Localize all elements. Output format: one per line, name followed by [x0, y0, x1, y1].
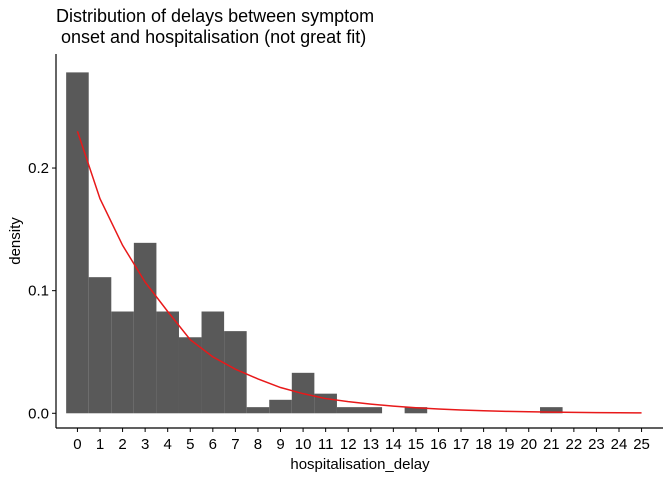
chart-title-line-2: onset and hospitalisation (not great fit… — [56, 27, 366, 47]
x-tick-label: 2 — [118, 436, 126, 453]
x-tick-label: 24 — [611, 436, 628, 453]
histogram-bar — [359, 407, 383, 414]
x-tick-label: 16 — [430, 436, 447, 453]
x-tick-label: 12 — [340, 436, 357, 453]
x-axis-ticks: 0 1 2 3 4 5 6 7 8 9 10 11 12 13 14 15 16 17 18 19 20 21 22 23 24… — [73, 428, 650, 453]
histogram-bar — [178, 337, 202, 414]
x-tick-label: 15 — [408, 436, 425, 453]
histogram-bar — [269, 399, 292, 414]
x-tick-label: 1 — [96, 436, 104, 453]
histogram-bar — [336, 407, 360, 414]
histogram-bar — [540, 407, 563, 414]
chart-title-line-1: Distribution of delays between symptom — [56, 6, 374, 26]
x-tick-label: 11 — [318, 436, 334, 453]
y-tick-label: 0.2 — [28, 160, 49, 177]
histogram-bar — [314, 393, 337, 414]
x-tick-label: 4 — [164, 436, 172, 453]
x-tick-label: 5 — [186, 436, 194, 453]
histogram-bar — [156, 311, 179, 414]
x-tick-label: 18 — [475, 436, 492, 453]
x-tick-label: 19 — [498, 436, 515, 453]
y-axis-label: density — [7, 217, 24, 265]
x-axis-label: hospitalisation_delay — [290, 456, 430, 473]
histogram-bar — [88, 277, 112, 414]
x-tick-label: 9 — [276, 436, 284, 453]
x-tick-label: 13 — [362, 436, 379, 453]
x-tick-label: 17 — [453, 436, 470, 453]
y-axis-ticks: 0.0 0.1 0.2 — [28, 160, 56, 422]
histogram-bars — [66, 72, 563, 414]
x-tick-label: 22 — [566, 436, 583, 453]
x-tick-label: 8 — [254, 436, 262, 453]
histogram-bar — [201, 311, 225, 414]
y-tick-label: 0.1 — [28, 283, 49, 300]
fitted-density-line — [76, 131, 642, 414]
x-tick-label: 23 — [588, 436, 605, 453]
x-tick-label: 20 — [520, 436, 537, 453]
y-tick-label: 0.0 — [28, 405, 49, 422]
x-tick-label: 0 — [73, 436, 81, 453]
histogram-bar — [404, 407, 428, 414]
x-tick-label: 25 — [633, 436, 650, 453]
x-tick-label: 10 — [295, 436, 312, 453]
x-tick-label: 7 — [231, 436, 239, 453]
x-tick-label: 14 — [385, 436, 402, 453]
histogram-bar — [133, 242, 157, 414]
x-tick-label: 3 — [141, 436, 149, 453]
x-tick-label: 6 — [209, 436, 217, 453]
histogram-bar — [111, 311, 134, 414]
histogram-bar — [246, 407, 270, 414]
x-tick-label: 21 — [543, 436, 560, 453]
histogram-bar — [224, 331, 247, 414]
histogram-bar — [66, 72, 89, 414]
